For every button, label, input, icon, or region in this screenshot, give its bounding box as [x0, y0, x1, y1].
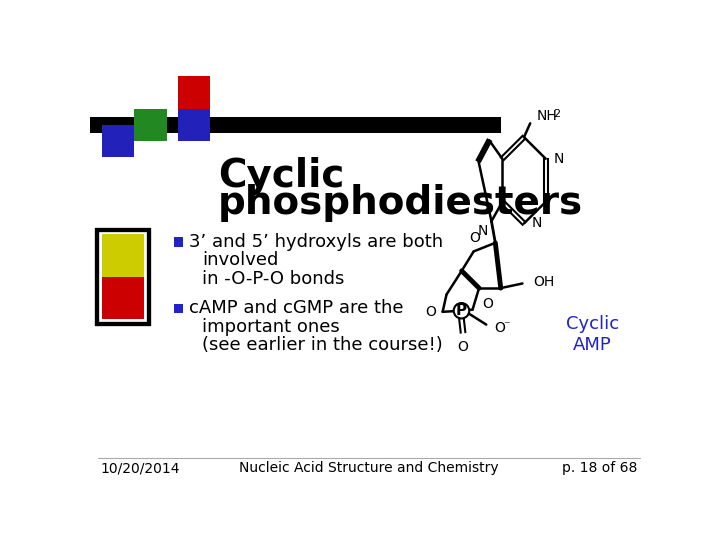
- Text: N: N: [532, 217, 542, 231]
- Text: in -O-P-O bonds: in -O-P-O bonds: [202, 270, 345, 288]
- Text: 10/20/2014: 10/20/2014: [101, 461, 180, 475]
- Text: Cyclic
AMP: Cyclic AMP: [566, 315, 618, 354]
- Text: 3’ and 5’ hydroxyls are both: 3’ and 5’ hydroxyls are both: [189, 233, 444, 251]
- Text: O: O: [494, 321, 505, 335]
- Text: N: N: [554, 152, 564, 166]
- Text: O: O: [469, 231, 481, 245]
- Text: cAMP and cGMP are the: cAMP and cGMP are the: [189, 299, 404, 317]
- Text: ⁻: ⁻: [503, 320, 510, 333]
- Text: N: N: [474, 122, 485, 136]
- Circle shape: [454, 303, 469, 319]
- Bar: [102, 234, 144, 276]
- Bar: [134, 109, 167, 141]
- Bar: [102, 125, 134, 157]
- Text: NH: NH: [536, 109, 557, 123]
- Bar: [178, 109, 210, 141]
- Bar: [102, 276, 144, 319]
- Bar: [174, 303, 183, 313]
- Text: 2: 2: [554, 109, 561, 119]
- Text: (see earlier in the course!): (see earlier in the course!): [202, 336, 443, 354]
- Text: Cyclic: Cyclic: [218, 157, 344, 195]
- Text: involved: involved: [202, 252, 279, 269]
- Bar: [178, 76, 210, 109]
- Text: P: P: [456, 303, 467, 318]
- Text: O: O: [458, 340, 469, 354]
- Text: p. 18 of 68: p. 18 of 68: [562, 461, 637, 475]
- Text: important ones: important ones: [202, 318, 340, 335]
- Text: O: O: [482, 296, 492, 310]
- Bar: [97, 230, 149, 323]
- Text: O: O: [426, 305, 436, 319]
- Bar: [90, 117, 500, 132]
- Text: N: N: [478, 224, 488, 238]
- Bar: [97, 230, 149, 323]
- Text: phosphodiesters: phosphodiesters: [218, 184, 583, 222]
- Text: Nucleic Acid Structure and Chemistry: Nucleic Acid Structure and Chemistry: [239, 461, 499, 475]
- Bar: [174, 237, 183, 247]
- Text: OH: OH: [534, 275, 554, 289]
